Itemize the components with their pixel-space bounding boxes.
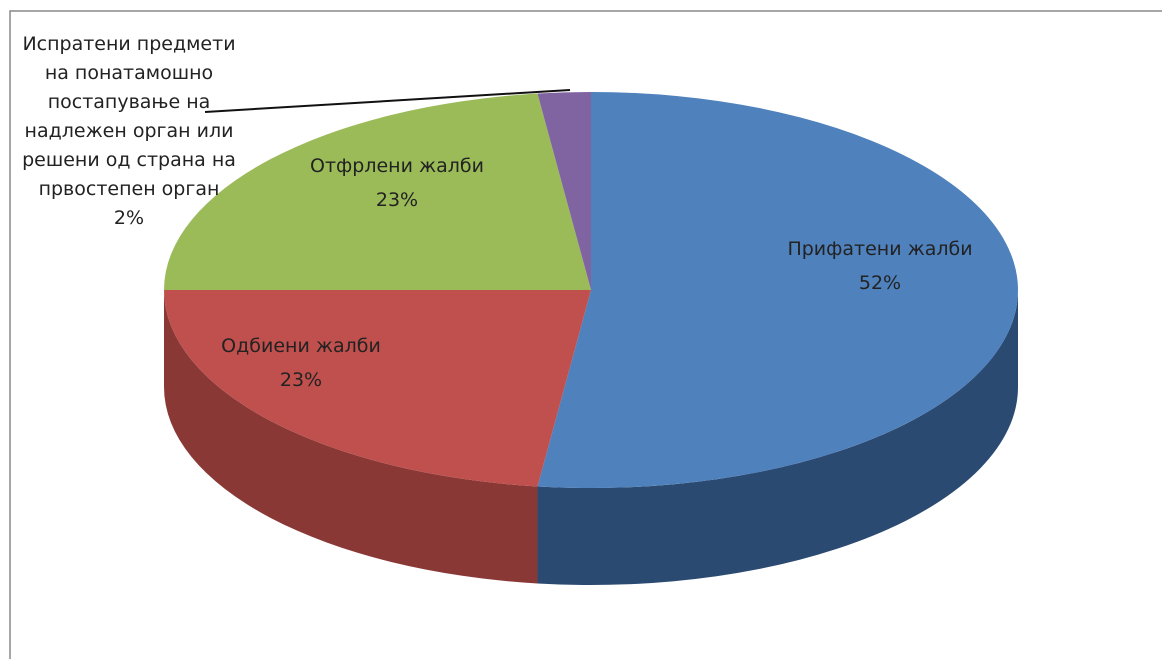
leader-line bbox=[204, 89, 571, 113]
slice-side bbox=[164, 290, 538, 584]
category-label: Прифатени жалби bbox=[787, 238, 972, 260]
category-label: Отфрлени жалби bbox=[310, 155, 484, 177]
category-label: Одбиени жалби bbox=[221, 335, 381, 357]
value-label: 23% bbox=[280, 369, 322, 391]
frame bbox=[9, 10, 1162, 659]
slice bbox=[537, 92, 591, 290]
small-slice-label: Испратени предмети на понатамошно постап… bbox=[18, 30, 240, 233]
slice bbox=[164, 93, 591, 291]
value-label: 2% bbox=[113, 207, 145, 229]
slice bbox=[164, 290, 591, 487]
category-label: Испратени предмети на понатамошно постап… bbox=[22, 33, 236, 200]
slice-side bbox=[537, 290, 1018, 585]
slice bbox=[537, 92, 1018, 488]
value-label: 52% bbox=[859, 272, 901, 294]
value-label: 23% bbox=[376, 189, 418, 211]
